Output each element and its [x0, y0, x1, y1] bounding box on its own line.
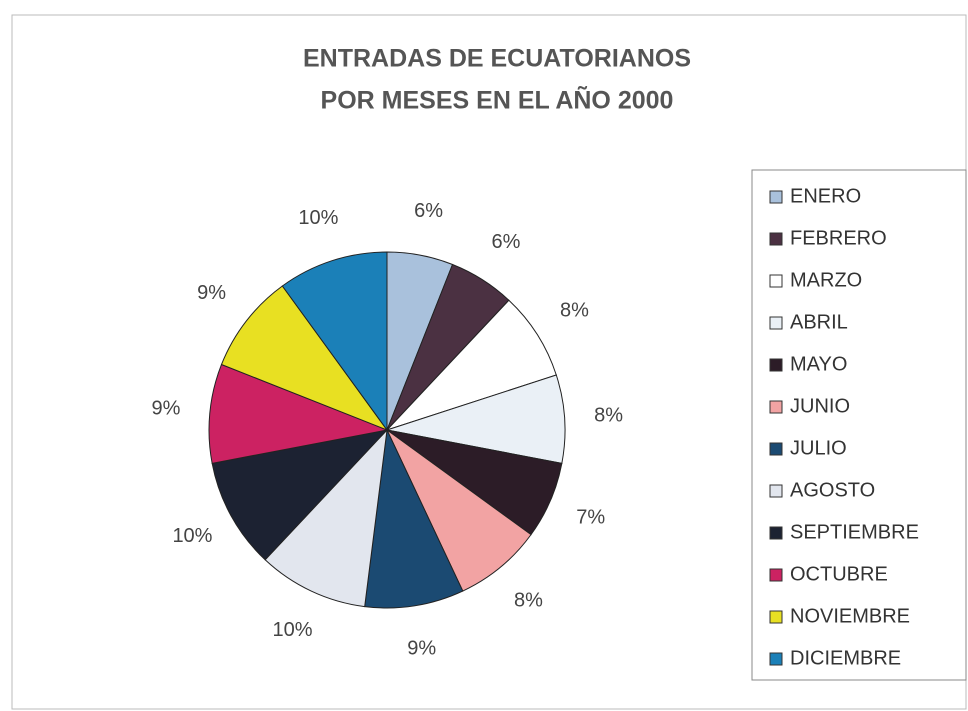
- legend-swatch: [769, 610, 783, 624]
- value-label: 7%: [576, 506, 605, 528]
- legend-swatch: [769, 232, 783, 246]
- legend-box: [751, 169, 967, 681]
- pie-slice: [386, 299, 557, 431]
- legend-swatch: [769, 316, 783, 330]
- pie-slice: [264, 428, 388, 608]
- pie-slice: [281, 251, 388, 432]
- value-label: 8%: [594, 404, 623, 426]
- legend-label: JULIO: [790, 437, 847, 459]
- pie-slice: [211, 429, 389, 561]
- value-label: 10%: [272, 619, 312, 641]
- chart-title: POR MESES EN EL AÑO 2000: [321, 85, 674, 115]
- legend-swatch: [769, 652, 783, 666]
- legend-swatch: [769, 190, 783, 204]
- legend-swatch: [769, 400, 783, 414]
- legend-label: AGOSTO: [790, 479, 875, 501]
- legend-swatch: [769, 484, 783, 498]
- legend-label: MAYO: [790, 353, 847, 375]
- pie-slice: [208, 363, 389, 464]
- legend-swatch: [769, 568, 783, 582]
- value-label: 9%: [152, 397, 181, 419]
- legend-label: NOVIEMBRE: [790, 605, 910, 627]
- legend-label: DICIEMBRE: [790, 647, 901, 669]
- value-label: 8%: [560, 299, 589, 321]
- legend-swatch: [769, 526, 783, 540]
- pie-slice: [364, 428, 464, 609]
- legend-label: MARZO: [790, 269, 862, 291]
- legend-label: FEBRERO: [790, 227, 887, 249]
- pie-slice: [220, 285, 389, 432]
- legend-label: ENERO: [790, 185, 861, 207]
- legend-swatch: [769, 442, 783, 456]
- value-label: 9%: [197, 282, 226, 304]
- legend-label: ABRIL: [790, 311, 848, 333]
- chart-title: ENTRADAS DE ECUATORIANOS: [303, 45, 691, 73]
- value-label: 10%: [298, 207, 338, 229]
- value-label: 6%: [492, 231, 521, 253]
- legend-label: SEPTIEMBRE: [790, 521, 919, 543]
- legend-swatch: [769, 274, 783, 288]
- value-label: 6%: [414, 200, 443, 222]
- legend-label: OCTUBRE: [790, 563, 888, 585]
- pie-slice: [386, 429, 532, 592]
- pie-slice: [386, 374, 566, 464]
- value-label: 8%: [514, 589, 543, 611]
- legend-swatch: [769, 358, 783, 372]
- value-label: 9%: [407, 638, 436, 660]
- legend-label: JUNIO: [790, 395, 850, 417]
- value-label: 10%: [172, 525, 212, 547]
